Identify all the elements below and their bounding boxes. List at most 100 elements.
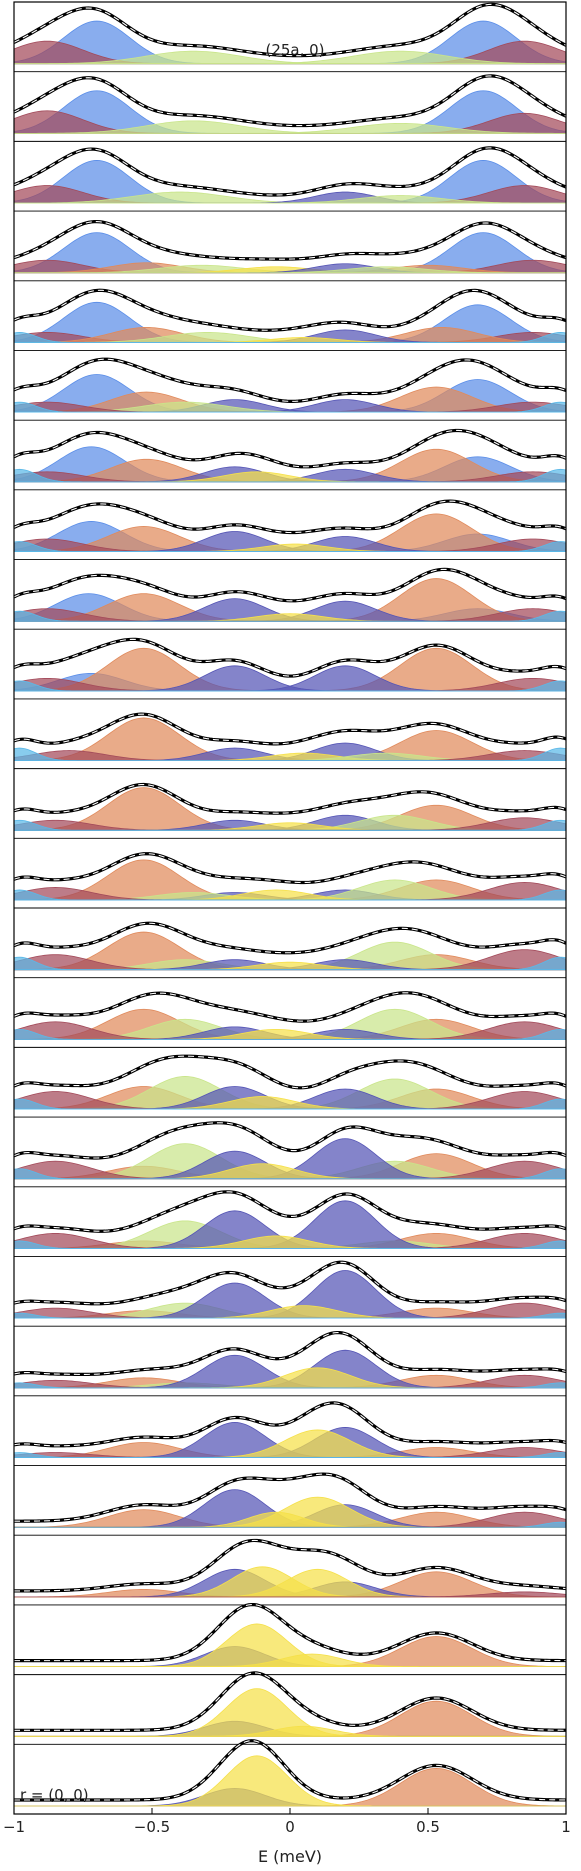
component-peak-cyan (13, 610, 567, 622)
total-fit-curve (13, 1260, 567, 1306)
data-curve-dashed (14, 1603, 567, 1662)
data-curve-dashed (13, 289, 567, 331)
component-peak-cyan (14, 889, 567, 901)
component-peak-cyan (13, 332, 567, 343)
total-fit-curve (13, 852, 567, 885)
total-fit-curve (13, 428, 567, 469)
component-peak-cyan (14, 1240, 567, 1249)
panels-layer (13, 2, 567, 1807)
data-curve-dashed (13, 1261, 567, 1305)
data-curve-dashed (13, 713, 567, 745)
component-peak-cyan (14, 1098, 567, 1110)
component-peak-green (13, 122, 567, 134)
component-peak-cyan (14, 1312, 567, 1319)
component-peak-green (13, 50, 567, 65)
spectrum-panel (13, 74, 567, 142)
component-peak-yellow (14, 1725, 566, 1737)
component-peak-cyan (14, 1028, 567, 1040)
data-curve-dashed (13, 147, 567, 196)
component-peak-green (13, 266, 567, 274)
spectrum-panel (14, 1602, 567, 1676)
data-curve-dashed (14, 1672, 567, 1731)
spectrum-panel (13, 1190, 567, 1257)
spectrum-panel (13, 782, 567, 839)
top-panel-annotation: (25a, 0) (265, 41, 324, 59)
total-fit-curve (13, 637, 567, 678)
spectrum-panel (13, 1054, 567, 1118)
component-peak-cyan (13, 401, 567, 413)
data-curve-dashed (13, 1055, 567, 1089)
spectrum-panel (13, 637, 567, 700)
spectrum-panel (13, 1538, 567, 1606)
total-fit-curve (13, 712, 567, 746)
x-tick-label: 0.5 (416, 1818, 440, 1836)
data-curve-dashed (13, 638, 567, 677)
data-curve-dashed (13, 1402, 567, 1447)
spectrum-panel (13, 991, 567, 1048)
x-tick-label: −1 (3, 1818, 25, 1836)
data-curve-dashed (13, 500, 567, 534)
spectrum-panel (13, 1401, 567, 1466)
total-fit-curve (13, 1121, 567, 1160)
spectrum-panel (13, 1121, 567, 1188)
data-curve-dashed (13, 1332, 567, 1375)
spectrum-panel (13, 921, 567, 979)
x-tick-label: 0 (285, 1818, 295, 1836)
spectrum-panel (13, 428, 567, 491)
total-fit-curve (13, 1190, 567, 1233)
component-peak-cyan (14, 1452, 567, 1458)
component-peak-yellow (14, 1653, 566, 1668)
component-peak-cyan (13, 956, 567, 971)
data-curve-dashed (13, 1191, 567, 1232)
spectrum-panel (14, 1671, 567, 1745)
spectrum-panel (13, 712, 567, 770)
total-fit-curve (13, 921, 567, 955)
total-fit-curve (13, 782, 567, 815)
bottom-panel-annotation: r = (0, 0) (20, 1786, 89, 1804)
data-curve-dashed (13, 922, 567, 954)
spectrum-panel (14, 1739, 567, 1807)
x-tick-label: 1 (561, 1818, 571, 1836)
component-peak-yellow (14, 1755, 566, 1807)
spectrum-panel (13, 146, 567, 212)
component-peak-cyan (13, 680, 567, 692)
spectrum-panel (13, 288, 567, 351)
total-fit-curve (13, 1330, 567, 1377)
component-peak-cyan (13, 468, 567, 483)
spectrum-panel (13, 499, 567, 560)
x-ticks: −1 −0.5 0 0.5 1 (3, 1808, 571, 1836)
component-peak-cyan (13, 747, 567, 762)
data-curve-dashed (13, 75, 567, 127)
spectrum-panel (13, 1330, 567, 1397)
data-curve-dashed (13, 221, 567, 260)
component-peak-red (14, 1591, 567, 1598)
total-fit-curve (13, 991, 567, 1023)
data-curve-dashed (13, 1122, 567, 1159)
x-axis-label: E (meV) (258, 1847, 322, 1866)
spectrum-panel (13, 1260, 567, 1327)
spectrum-panel (13, 567, 567, 630)
data-curve-dashed (14, 1740, 567, 1801)
component-peak-cyan (14, 1521, 567, 1528)
component-peak-cyan (13, 819, 567, 831)
spectrum-panel (13, 357, 567, 421)
component-peak-cyan (14, 1168, 567, 1180)
data-curve-dashed (13, 783, 567, 814)
data-curve-dashed (13, 3, 567, 57)
total-fit-curve (13, 1054, 567, 1090)
data-curve-dashed (14, 1539, 567, 1592)
data-curve-dashed (13, 853, 567, 884)
spectrum-panel (13, 1472, 567, 1536)
data-curve-dashed (13, 992, 567, 1022)
data-curve-dashed (13, 568, 567, 602)
spectrum-panel (13, 852, 567, 909)
total-fit-curve (13, 357, 567, 403)
component-peak-cyan (13, 541, 567, 552)
spectrum-panel (13, 219, 567, 282)
spectrum-panel (13, 2, 567, 73)
component-peak-cyan (14, 1382, 567, 1389)
data-curve-dashed (13, 1473, 567, 1522)
component-peak-green (13, 195, 567, 204)
x-tick-label: −0.5 (134, 1818, 170, 1836)
